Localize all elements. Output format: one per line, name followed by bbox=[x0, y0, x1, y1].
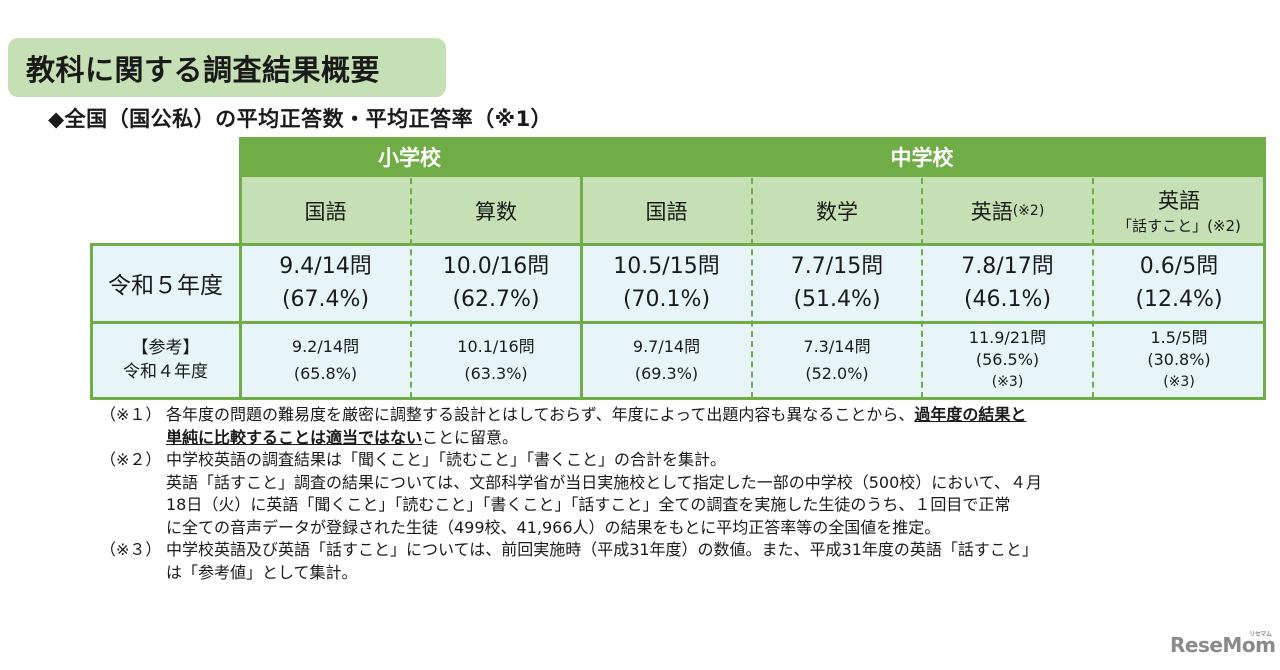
footnote-text: 中学校英語及び英語「話すこと」については、前回実施時（平成31年度）の数値。また… bbox=[166, 540, 1038, 559]
cell-score: 9.2/14問 bbox=[291, 337, 360, 356]
footnotes: （※１） 各年度の問題の難易度を厳密に調整する設計とはしておらず、年度によって出… bbox=[100, 404, 1270, 584]
table-divider bbox=[91, 321, 1265, 324]
column-header: 英語 「話すこと」(※2) bbox=[1093, 177, 1265, 244]
table-cell: 0.6/5問 (12.4%) bbox=[1093, 244, 1265, 322]
page-title: 教科に関する調査結果概要 bbox=[26, 52, 381, 87]
table-cell: 7.3/14問 (52.0%) bbox=[752, 322, 922, 398]
column-header: 数学 bbox=[752, 177, 922, 244]
cell-score: 7.3/14問 bbox=[803, 337, 871, 356]
column-header: 国語 bbox=[581, 177, 752, 244]
table-cell: 9.2/14問 (65.8%) bbox=[240, 322, 411, 398]
footnote-emphasis: 過年度の結果と bbox=[914, 405, 1027, 424]
footnote-mark: （※３） bbox=[100, 540, 162, 559]
footnote-text: 中学校英語の調査結果は「聞くこと」「読むこと」「書くこと」の合計を集計。 bbox=[166, 450, 727, 469]
cell-score: 11.9/21問 bbox=[968, 328, 1047, 347]
column-header-label: 英語 bbox=[970, 199, 1013, 224]
cell-score: 9.4/14問 bbox=[279, 254, 372, 279]
table-divider bbox=[91, 243, 1265, 246]
table-divider bbox=[90, 243, 93, 400]
cell-rate: (63.3%) bbox=[464, 364, 528, 383]
column-header: 算数 bbox=[411, 177, 581, 244]
table-cell: 10.1/16問 (63.3%) bbox=[411, 322, 581, 398]
row-header-label: 令和４年度 bbox=[123, 362, 208, 382]
column-header-sublabel: 「話すこと」(※2) bbox=[1117, 217, 1241, 235]
table-divider bbox=[239, 137, 242, 400]
column-header: 英語 (※2) bbox=[922, 177, 1093, 244]
cell-score: 10.1/16問 bbox=[457, 337, 535, 356]
cell-score: 7.8/17問 bbox=[961, 254, 1054, 279]
table-cell: 1.5/5問 (30.8%) (※3) bbox=[1093, 322, 1265, 398]
footnote-text: は「参考値」として集計。 bbox=[166, 562, 358, 582]
cell-score: 7.7/15問 bbox=[790, 254, 884, 279]
section-subtitle: ◆全国（国公私）の平均正答数・平均正答率（※1） bbox=[48, 107, 553, 131]
table-cell: 10.5/15問 (70.1%) bbox=[581, 244, 752, 322]
footnote-text: 各年度の問題の難易度を厳密に調整する設計とはしておらず、年度によって出題内容も異… bbox=[166, 405, 915, 424]
column-header-label: 数学 bbox=[816, 199, 858, 224]
logo-kana: リセマム bbox=[1249, 631, 1272, 638]
cell-rate: (56.5%) bbox=[975, 350, 1040, 369]
group-header-label: 小学校 bbox=[378, 146, 441, 170]
group-header-elementary: 小学校 bbox=[240, 137, 581, 177]
table-divider-dashed bbox=[751, 178, 753, 398]
page-title-box: 教科に関する調査結果概要 bbox=[8, 38, 446, 97]
column-header-label: 算数 bbox=[475, 199, 517, 224]
table-cell: 7.8/17問 (46.1%) bbox=[922, 244, 1093, 322]
column-header-note: (※2) bbox=[1012, 202, 1045, 219]
table-cell: 9.4/14問 (67.4%) bbox=[240, 244, 411, 322]
cell-rate: (67.4%) bbox=[281, 287, 370, 312]
cell-score: 10.0/16問 bbox=[442, 254, 550, 279]
cell-rate: (46.1%) bbox=[963, 287, 1052, 312]
table-divider bbox=[91, 397, 1265, 400]
logo-text: ReseMom bbox=[1170, 633, 1276, 657]
cell-score: 1.5/5問 bbox=[1150, 328, 1208, 347]
cell-score: 9.7/14問 bbox=[632, 337, 701, 356]
group-header-junior-high: 中学校 bbox=[581, 137, 1265, 177]
footnote-mark: （※１） bbox=[100, 405, 162, 424]
resemom-logo: ReseMom リセマム bbox=[1170, 631, 1276, 657]
group-header-label: 中学校 bbox=[890, 146, 954, 170]
cell-score: 0.6/5問 bbox=[1139, 254, 1219, 279]
table-cell: 7.7/15問 (51.4%) bbox=[752, 244, 922, 322]
cell-rate: (65.8%) bbox=[293, 364, 358, 383]
footnote-mark: （※２） bbox=[100, 450, 162, 469]
footnote-text: 英語「話すこと」調査の結果については、文部科学省が当日実施校として指定した一部の… bbox=[166, 472, 1042, 492]
cell-rate: (69.3%) bbox=[634, 364, 699, 383]
cell-rate: (51.4%) bbox=[793, 287, 881, 312]
column-header: 国語 bbox=[240, 177, 411, 244]
cell-rate: (62.7%) bbox=[452, 287, 540, 312]
row-header-reference-label: 【参考】 bbox=[131, 338, 200, 358]
footnote-text: 18日（火）に英語「聞くこと」「読むこと」「書くこと」「話すこと」全ての調査を実… bbox=[166, 495, 1011, 514]
table-divider bbox=[1263, 137, 1266, 400]
row-header: 【参考】 令和４年度 bbox=[91, 322, 240, 398]
cell-note: (※3) bbox=[1163, 374, 1195, 390]
table-cell: 9.7/14問 (69.3%) bbox=[581, 322, 752, 398]
column-header-label: 国語 bbox=[304, 199, 347, 224]
footnote-3: （※３） 中学校英語及び英語「話すこと」については、前回実施時（平成31年度）の… bbox=[100, 539, 1270, 584]
table-cell: 10.0/16問 (62.7%) bbox=[411, 244, 581, 322]
table-divider bbox=[580, 177, 583, 400]
footnote-2: （※２） 中学校英語の調査結果は「聞くこと」「読むこと」「書くこと」の合計を集計… bbox=[100, 449, 1270, 539]
table-divider-dashed bbox=[921, 178, 923, 398]
footnote-text: ことに留意。 bbox=[422, 427, 519, 447]
cell-rate: (52.0%) bbox=[805, 364, 869, 383]
table-cell: 11.9/21問 (56.5%) (※3) bbox=[922, 322, 1093, 398]
row-header-label: 令和５年度 bbox=[108, 273, 223, 299]
column-header-label: 英語 bbox=[1158, 189, 1200, 213]
cell-rate: (30.8%) bbox=[1147, 350, 1211, 369]
column-header-label: 国語 bbox=[645, 199, 688, 224]
table-divider-dashed bbox=[410, 178, 412, 398]
cell-score: 10.5/15問 bbox=[613, 254, 720, 279]
row-header: 令和５年度 bbox=[91, 244, 240, 322]
cell-rate: (70.1%) bbox=[622, 287, 711, 312]
footnote-emphasis: 単純に比較することは適当ではない bbox=[166, 427, 423, 447]
footnote-text: に全ての音声データが登録された生徒（499校、41,966人）の結果をもとに平均… bbox=[166, 517, 941, 537]
cell-note: (※3) bbox=[991, 374, 1024, 390]
table-divider-dashed bbox=[1092, 178, 1094, 398]
footnote-1: （※１） 各年度の問題の難易度を厳密に調整する設計とはしておらず、年度によって出… bbox=[100, 404, 1270, 449]
cell-rate: (12.4%) bbox=[1135, 287, 1223, 312]
